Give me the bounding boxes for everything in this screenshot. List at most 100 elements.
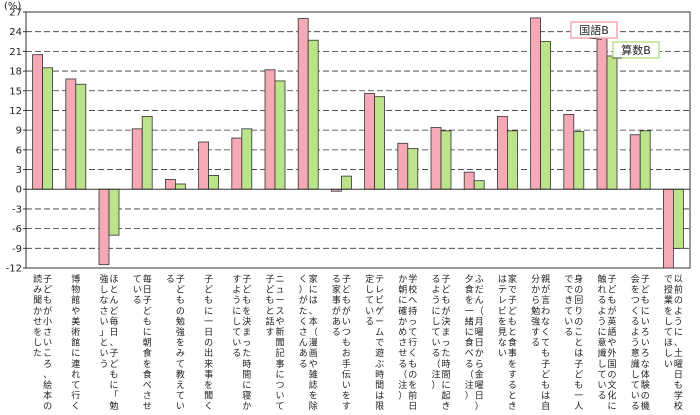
bar-kokugo-b-14: [463, 171, 475, 190]
y-tick-label: 0: [16, 185, 22, 196]
bar-kokugo-b-5: [164, 178, 176, 190]
category-label-column: 子どもが小さいころ、絵本の: [43, 274, 52, 412]
y-tick-label: 12: [9, 106, 22, 117]
category-label-column: 分から勉強する: [531, 274, 540, 349]
bar-sansu-b-1: [42, 67, 53, 190]
y-tick-label: 6: [16, 145, 22, 156]
bar-sansu-b-18: [606, 55, 618, 190]
bar-kokugo-b-8: [264, 69, 276, 190]
category-label-column: 以前のように、土曜日も学校: [674, 275, 683, 412]
category-label-column: 家には、本（漫画や雑誌を除: [309, 273, 318, 412]
bar-sansu-b-8: [274, 80, 286, 190]
bar-kokugo-b-6: [198, 141, 210, 190]
category-label-column: 子どもを決まった時間に寝か: [242, 274, 251, 412]
bar-sansu-b-19: [639, 130, 651, 190]
bar-kokugo-b-2: [65, 78, 77, 190]
category-label-column: ふだん（月曜日から金曜日）: [475, 274, 484, 412]
bar-kokugo-b-16: [530, 17, 541, 190]
bar-kokugo-b-11: [364, 92, 376, 190]
plot-frame: [25, 11, 691, 269]
bar-kokugo-b-13: [430, 127, 442, 190]
category-label-column: 強しなさい」という: [99, 273, 108, 370]
category-label-column: 夕食を一緒に食べる（注）: [465, 273, 474, 402]
y-unit-label: (%): [4, 1, 21, 12]
y-tick-label: 27: [9, 8, 22, 19]
bar-sansu-b-17: [573, 131, 585, 190]
category-label-column: 触れるように意識している: [597, 273, 606, 402]
y-tick-label: -6: [12, 224, 22, 235]
bar-kokugo-b-9: [297, 18, 309, 190]
bar-kokugo-b-19: [629, 134, 641, 190]
category-label-column: 子どもの勉強をみて教えてい: [176, 274, 185, 412]
category-label-column: く）がたくさんある: [299, 275, 308, 370]
category-label-column: ニュースや新聞記事について: [275, 275, 284, 412]
category-label-column: テレビゲームで遊ぶ時間は限: [375, 274, 384, 412]
bars: [32, 17, 684, 269]
bar-sansu-b-9: [307, 39, 319, 190]
bar-sansu-b-7: [241, 128, 253, 190]
y-tick-label: -9: [12, 244, 22, 255]
category-label-14: ふだん（月曜日から金曜日）夕食を一緒に食べる（注）: [465, 273, 484, 412]
category-label-column: るようにしている（注）: [431, 274, 440, 391]
y-tick-label: 9: [16, 126, 22, 137]
category-label-column: 博物館や美術館に連れて行く: [71, 273, 80, 412]
legend-swatch-box: [612, 41, 660, 59]
y-tick-label: 3: [16, 165, 22, 176]
category-label-column: 子どもが決まった時間に起き: [441, 274, 450, 412]
bar-sansu-b-10: [340, 175, 352, 190]
bar-kokugo-b-17: [563, 114, 575, 190]
category-label-column: る家事がある: [332, 274, 341, 338]
category-label-column: 子どもと話す: [265, 274, 274, 338]
bar-kokugo-b-4: [131, 128, 143, 190]
category-label-column: すようにしている: [232, 274, 241, 359]
bar-sansu-b-14: [473, 180, 485, 190]
legend: 国語B 算数B: [570, 21, 660, 59]
category-label-column: 子どもが英語や外国の文化に: [607, 274, 616, 412]
bar-kokugo-b-12: [397, 142, 409, 190]
y-tick-label: 15: [9, 86, 22, 97]
y-tick-label: -12: [6, 264, 22, 275]
category-label-2: 博物館や美術館に連れて行く: [71, 273, 80, 412]
legend-item-1: 国語B: [570, 21, 618, 39]
bar-kokugo-b-18: [596, 37, 608, 190]
category-label-column: 子どもにいろいろな体験の機: [641, 274, 650, 412]
y-tick-label: -3: [12, 204, 22, 215]
y-tick-label: 24: [9, 27, 22, 38]
bar-kokugo-b-15: [496, 115, 508, 190]
y-tick-labels: -12 -9 -6 -3 0 3 6 9 12 15 18 21 24 27: [6, 8, 26, 275]
legend-leader: [589, 37, 603, 40]
bar-sansu-b-12: [407, 148, 419, 190]
category-label-column: か朝に確かめさせる（注）: [398, 274, 407, 402]
legend-label: 国語B: [579, 23, 609, 37]
bar-sansu-b-11: [374, 96, 386, 190]
category-label-column: 子どもがいつもお手伝いをす: [342, 274, 351, 412]
bar-kokugo-b-20: [663, 188, 674, 269]
bar-sansu-b-15: [506, 130, 518, 190]
bar-kokugo-b-7: [231, 137, 243, 190]
category-label-column: 定している: [365, 273, 374, 327]
bar-sansu-b-2: [75, 83, 87, 190]
legend-item-2: 算数B: [612, 41, 660, 59]
category-label-column: でできている: [564, 275, 573, 338]
legend-label: 算数B: [621, 43, 651, 57]
plot-area: [25, 11, 691, 269]
category-label-column: 読み聞かせをした: [33, 273, 42, 359]
category-label-column: 毎日子どもに朝食を食べさせ: [143, 273, 152, 412]
y-tick-label: 18: [9, 67, 22, 78]
